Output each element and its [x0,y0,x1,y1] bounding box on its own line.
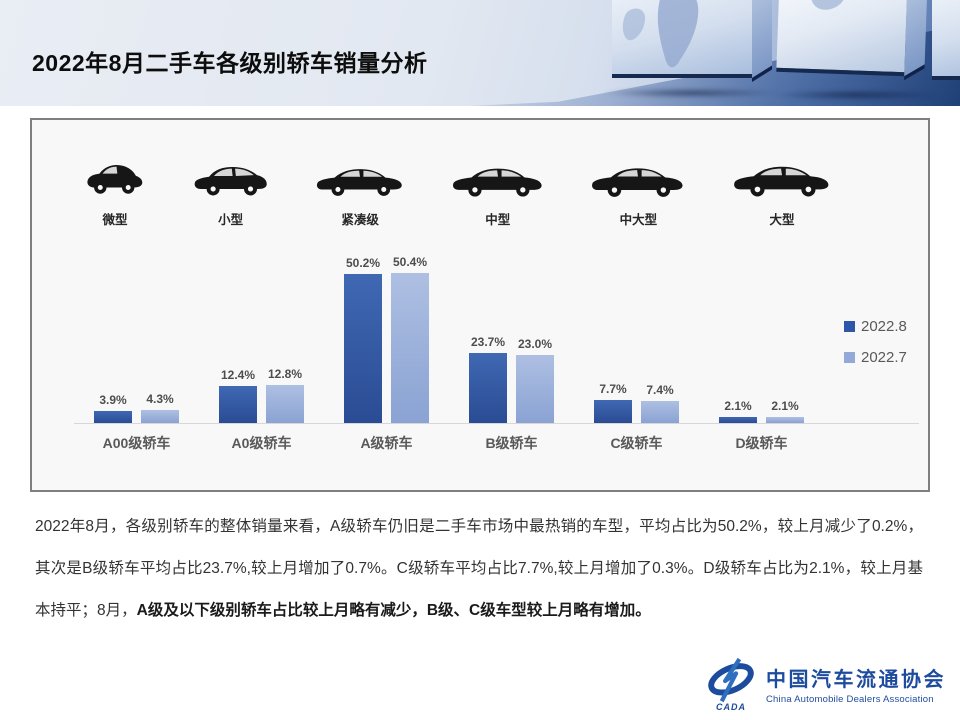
legend-label: 2022.7 [861,349,907,366]
cube-art-2 [776,0,929,81]
chart-panel: 微型 小型 紧凑级 中型 中大型 大型 3.9% 4.3% [30,118,930,492]
bar-2022.8 [94,411,132,423]
bar-value-label: 7.7% [599,382,627,397]
bar-group: 12.4% 12.8% A0级轿车 [199,236,324,451]
bar-value-label: 3.9% [99,393,127,408]
vehicle-type-label: 大型 [769,213,795,227]
bar-value-label: 23.0% [517,336,553,351]
vehicle-type-micro: 微型 [84,158,146,228]
cube-shadow [600,88,780,98]
bar-2022.8 [469,352,507,423]
page-title: 2022年8月二手车各级别轿车销量分析 [32,50,428,76]
cada-logo: CADA 中国汽车流通协会 China Automobile Dealers A… [704,656,946,712]
vehicle-type-large: 大型 [732,160,832,228]
vehicle-type-label: 小型 [218,213,244,227]
cube-art-1 [612,0,772,83]
commentary-text: 2022年8月，各级别轿车的整体销量来看，A级轿车仍旧是二手车市场中最热销的车型… [35,518,923,619]
sedan-car-icon [452,168,542,197]
cada-acronym: CADA [716,702,746,712]
category-label: C级轿车 [610,435,663,451]
bar-2022.7 [391,273,429,423]
commentary-paragraph: 2022年8月，各级别轿车的整体销量来看，A级轿车仍旧是二手车市场中最热销的车型… [35,506,923,632]
bar-group: 23.7% 23.0% B级轿车 [449,236,574,451]
vehicle-type-row: 微型 小型 紧凑级 中型 中大型 大型 [84,144,832,228]
category-label: A00级轿车 [102,435,171,451]
bar-group: 2.1% 2.1% D级轿车 [699,236,824,451]
sedan-car-icon [592,168,683,197]
category-label: A级轿车 [360,435,413,451]
bar-value-label: 2.1% [771,398,799,413]
bar-value-label: 2.1% [724,398,752,413]
category-label: B级轿车 [485,435,538,451]
bar-2022.7 [141,410,179,423]
category-label: D级轿车 [735,435,788,451]
bar-2022.7 [516,354,554,423]
cada-logo-text: 中国汽车流通协会 China Automobile Dealers Associ… [766,663,946,705]
chart-legend: 2022.8 2022.7 [844,318,907,366]
association-name-en: China Automobile Dealers Association [766,694,934,705]
legend-label: 2022.8 [861,318,907,335]
commentary-bold-text: A级及以下级别轿车占比较上月略有减少，B级、C级车型较上月略有增加。 [136,602,651,619]
legend-swatch [844,352,855,363]
legend-swatch [844,321,855,332]
vehicle-type-label: 中大型 [619,213,658,227]
legend-item-2022.7: 2022.7 [844,349,907,366]
bar-group: 7.7% 7.4% C级轿车 [574,236,699,451]
bar-2022.8 [719,416,757,423]
vehicle-type-label: 中型 [485,213,511,227]
cada-emblem-icon [708,657,754,703]
vehicle-type-label: 微型 [102,213,128,227]
bar-value-label: 4.3% [146,392,174,407]
bar-2022.8 [219,386,257,423]
category-label: A0级轿车 [231,435,292,451]
bar-2022.7 [641,401,679,423]
hatchback-car-icon [194,167,267,196]
bar-2022.7 [266,384,304,423]
bar-2022.8 [344,273,382,423]
world-map-art [622,0,699,68]
vehicle-type-small: 小型 [192,160,270,228]
bar-value-label: 12.4% [220,368,256,383]
bar-plot: 3.9% 4.3% A00级轿车 12.4% 12.8% A0级轿车 50.2% 50.4% A… [74,236,824,451]
vehicle-type-mid: 中型 [451,162,545,228]
vehicle-type-mid-large: 中大型 [590,162,686,228]
bar-value-label: 23.7% [470,334,506,349]
vehicle-type-compact: 紧凑级 [315,162,405,228]
sedan-car-icon [317,169,402,196]
micro-car-icon [87,165,143,194]
association-name-cn: 中国汽车流通协会 [766,669,946,691]
vehicle-type-label: 紧凑级 [341,213,379,227]
sedan-car-icon [734,166,829,197]
cube-art-3 [932,0,960,80]
bar-value-label: 50.2% [345,255,381,270]
bar-2022.8 [594,400,632,423]
bar-group: 50.2% 50.4% A级轿车 [324,236,449,451]
world-map-art [810,0,846,10]
bar-group: 3.9% 4.3% A00级轿车 [74,236,199,451]
bar-value-label: 12.8% [267,366,303,381]
x-axis-line [74,423,919,424]
bar-value-label: 50.4% [392,255,428,270]
cube-shadow [770,90,940,100]
legend-item-2022.8: 2022.8 [844,318,907,335]
header-banner [0,0,960,106]
bar-value-label: 7.4% [646,383,674,398]
cada-logo-mark: CADA [704,656,758,712]
bar-2022.7 [766,416,804,423]
